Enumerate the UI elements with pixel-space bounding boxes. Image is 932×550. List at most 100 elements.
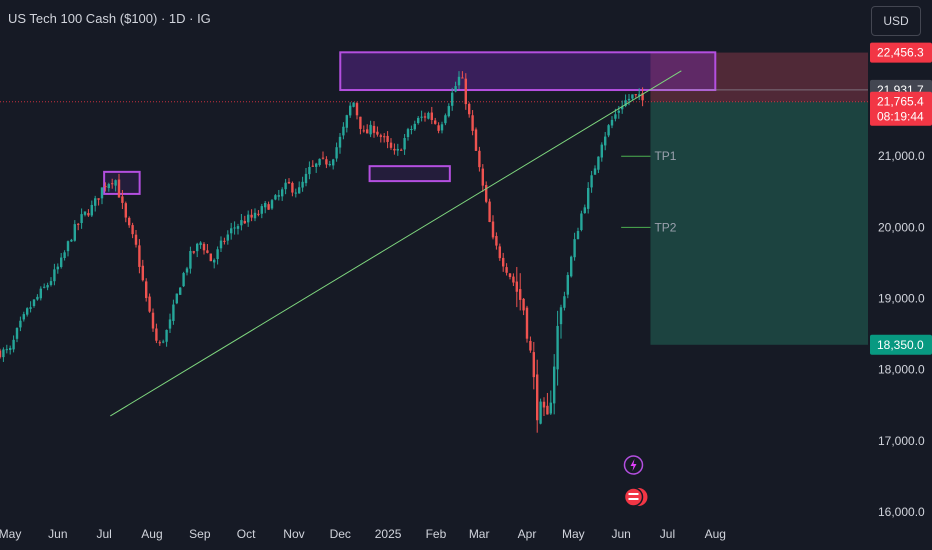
candle: [243, 220, 246, 224]
jul-top-zone: [103, 170, 141, 195]
candle: [168, 319, 172, 329]
candle: [600, 144, 603, 158]
y-tick-label: 19,000.0: [878, 292, 925, 306]
candle: [413, 123, 416, 130]
candle: [39, 288, 42, 299]
candle: [379, 135, 382, 137]
candle: [124, 203, 127, 218]
candle: [624, 100, 627, 106]
stop-loss-box: [650, 52, 868, 102]
candle: [73, 224, 76, 241]
candle: [332, 159, 335, 166]
candle: [63, 252, 66, 259]
candle: [604, 136, 607, 146]
candle: [631, 94, 634, 99]
candle: [158, 342, 161, 344]
candle: [335, 147, 338, 159]
candle: [556, 325, 559, 370]
candle: [349, 105, 352, 116]
candle: [206, 250, 209, 253]
candle: [563, 296, 566, 308]
flag-stripe-icon: [628, 493, 639, 495]
candle: [573, 239, 576, 258]
candle: [593, 168, 597, 175]
x-tick-label: Feb: [426, 527, 447, 541]
candle: [250, 214, 253, 218]
x-tick-label: Jul: [660, 527, 675, 541]
candle: [406, 129, 410, 138]
candle: [515, 281, 518, 292]
candle: [461, 77, 464, 79]
candle: [131, 225, 134, 235]
candle: [100, 187, 104, 199]
price-tag-label: 18,350.0: [877, 338, 924, 352]
candle: [19, 320, 22, 328]
candle: [284, 182, 287, 190]
candle: [253, 212, 257, 219]
candle: [148, 296, 151, 312]
candle: [396, 148, 399, 151]
candle: [549, 402, 552, 414]
candle: [308, 166, 311, 175]
candle: [437, 125, 440, 131]
candle: [56, 266, 59, 270]
candle: [359, 116, 362, 129]
candle: [94, 198, 97, 206]
candle: [641, 93, 644, 101]
candle: [196, 243, 199, 252]
lightning-bolt-icon: [630, 459, 637, 471]
candle: [634, 94, 637, 96]
candle: [97, 198, 100, 200]
candle: [301, 181, 304, 188]
candle: [15, 328, 19, 339]
axis-layer: May Jun Jul Aug Sep Oct Nov Dec 2025 Feb Mar Apr May…: [0, 42, 932, 541]
candle: [352, 102, 355, 107]
candle: [366, 129, 369, 134]
candle: [430, 112, 433, 120]
candle: [512, 276, 515, 283]
candle: [267, 204, 270, 210]
candle: [213, 259, 216, 263]
candle: [114, 180, 117, 186]
candle: [226, 234, 229, 241]
candle: [508, 273, 512, 278]
candle: [522, 298, 525, 311]
candle: [49, 281, 53, 285]
candle: [345, 115, 348, 128]
candle: [321, 157, 325, 159]
candle: [182, 273, 185, 287]
candle: [386, 135, 389, 142]
candle: [111, 183, 114, 185]
candle: [121, 196, 124, 203]
candle: [43, 286, 46, 288]
candle: [427, 112, 430, 119]
candle: [434, 120, 437, 124]
candle: [559, 307, 563, 325]
candle: [610, 119, 614, 126]
candle: [376, 131, 379, 135]
candle: [498, 246, 501, 259]
candle: [277, 195, 280, 197]
candle: [590, 175, 593, 188]
candle: [66, 241, 70, 252]
x-tick-label: Mar: [469, 527, 490, 541]
currency-button[interactable]: USD: [871, 6, 921, 36]
candle: [525, 307, 529, 339]
candle: [454, 86, 457, 92]
candle: [451, 92, 454, 106]
x-tick-label: Oct: [237, 527, 256, 541]
candle: [192, 251, 195, 253]
candle: [199, 242, 202, 246]
take-profit-label: TP2: [654, 220, 676, 234]
candle: [9, 347, 12, 350]
candle: [80, 214, 83, 224]
candle: [90, 204, 93, 216]
take-profit-label: TP1: [654, 149, 676, 163]
candle: [440, 124, 444, 131]
candle: [478, 150, 481, 168]
us-flag-icon: [623, 487, 644, 507]
candle: [29, 307, 32, 309]
candle: [189, 250, 192, 269]
x-tick-label: May: [0, 527, 21, 541]
